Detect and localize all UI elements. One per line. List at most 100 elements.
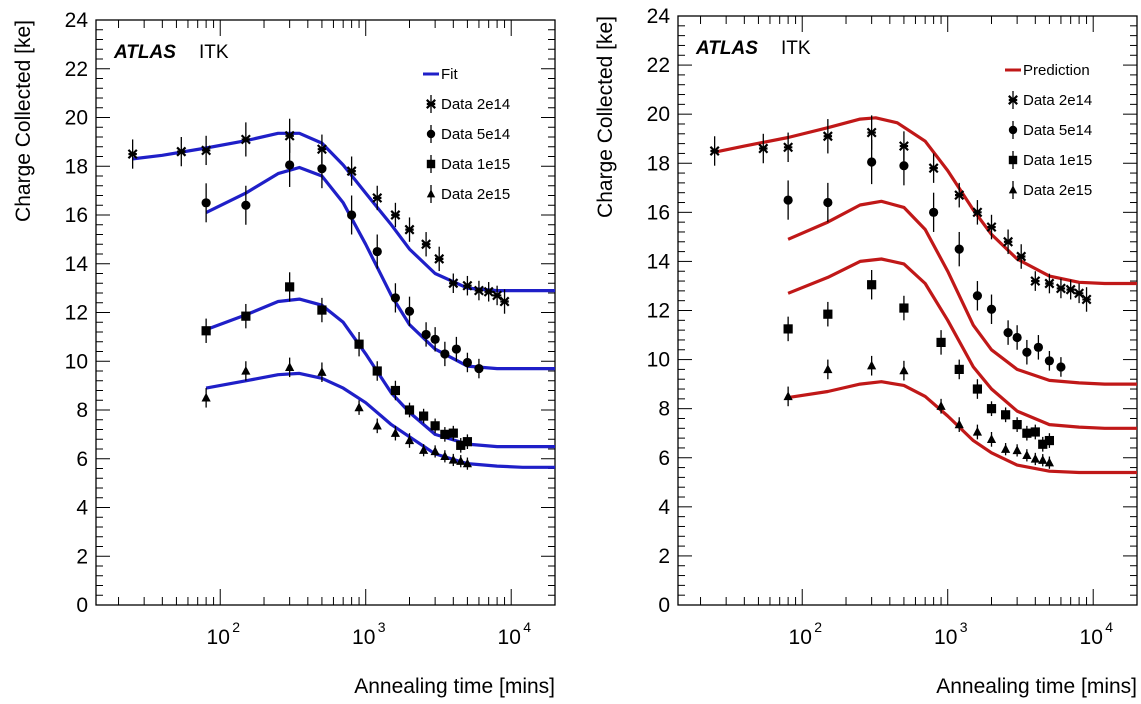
data-point xyxy=(1001,444,1011,453)
data-point xyxy=(867,157,877,167)
legend-label: Data 5e14 xyxy=(1023,122,1092,139)
data-point xyxy=(972,384,983,394)
data-point xyxy=(1001,410,1011,420)
x-axis: 10 2 10 3 10 4 xyxy=(118,20,556,649)
y-tick-label: 4 xyxy=(658,496,670,519)
data-point xyxy=(421,329,431,340)
data-point xyxy=(709,146,720,156)
data-point xyxy=(972,207,983,218)
data-point xyxy=(372,246,382,257)
curve-4 xyxy=(787,380,1137,475)
data-point xyxy=(462,280,473,291)
data-point xyxy=(127,149,138,160)
data-point xyxy=(241,200,251,210)
y-tick-label: 0 xyxy=(658,594,670,617)
curves xyxy=(714,116,1137,475)
legend-label: Data 1e15 xyxy=(1023,152,1092,169)
data-point xyxy=(972,426,983,436)
data-point xyxy=(421,239,432,250)
data-point xyxy=(783,195,793,205)
data-point xyxy=(456,456,466,465)
legend-label: Fit xyxy=(441,66,458,83)
data-point xyxy=(867,280,877,290)
data-point xyxy=(451,344,461,354)
y-tick-label: 22 xyxy=(65,58,88,81)
data-point xyxy=(430,334,440,344)
data-point xyxy=(317,367,327,376)
data-point xyxy=(783,324,793,334)
y-tick-label: 8 xyxy=(76,399,88,422)
series-circle xyxy=(201,143,484,379)
y-tick-label: 6 xyxy=(658,447,670,470)
data-point xyxy=(430,446,440,456)
x-tick-label: 10 xyxy=(934,626,957,649)
x-axis-title: Annealing time [mins] xyxy=(936,675,1137,698)
x-tick-exponent: 3 xyxy=(378,619,386,635)
y-tick-label: 2 xyxy=(76,545,88,568)
data-point xyxy=(317,305,327,315)
legend-marker xyxy=(1008,125,1018,135)
data-point xyxy=(823,309,833,319)
data-point xyxy=(954,190,965,201)
data-point xyxy=(929,207,939,217)
data-point xyxy=(899,365,909,375)
data-point xyxy=(822,131,833,142)
x-tick-label: 10 xyxy=(1080,626,1103,649)
data-point xyxy=(346,166,357,177)
curve-1 xyxy=(714,116,1137,286)
data-point xyxy=(419,411,429,421)
curve-2 xyxy=(787,199,1137,386)
data-point xyxy=(758,143,769,154)
data-point xyxy=(372,192,383,203)
data-point xyxy=(201,326,211,336)
y-tick-label: 10 xyxy=(65,350,88,373)
data-point xyxy=(1030,427,1040,437)
data-point xyxy=(240,134,251,145)
x-tick-label: 10 xyxy=(207,626,230,649)
series-star xyxy=(127,118,510,314)
legend-marker xyxy=(1008,155,1018,165)
data-point xyxy=(1012,445,1022,455)
y-tick-label: 14 xyxy=(647,250,671,273)
y-tick-label: 20 xyxy=(65,107,88,130)
data-point xyxy=(448,454,458,464)
y-axis-title: Charge Collected [ke] xyxy=(12,20,35,222)
data-point xyxy=(1012,332,1022,343)
y-tick-label: 20 xyxy=(647,103,670,126)
data-point xyxy=(783,142,794,153)
experiment-sublabel: ITK xyxy=(781,38,811,59)
data-point xyxy=(390,210,401,220)
data-point xyxy=(430,421,440,431)
data-point xyxy=(1044,457,1055,467)
curves xyxy=(132,131,555,469)
data-point xyxy=(1055,283,1066,294)
data-point xyxy=(201,198,211,208)
data-point xyxy=(285,160,295,170)
data-point xyxy=(867,360,877,370)
legend-label: Data 2e14 xyxy=(441,96,510,113)
data-point xyxy=(201,145,212,156)
y-tick-label: 4 xyxy=(76,497,88,520)
data-point xyxy=(1003,327,1013,338)
data-point xyxy=(899,161,909,171)
y-tick-label: 18 xyxy=(65,155,88,178)
data-point xyxy=(404,405,415,415)
experiment-label: ATLAS xyxy=(695,38,758,59)
series-star xyxy=(709,115,1092,312)
data-point xyxy=(284,130,295,141)
data-point xyxy=(440,349,450,359)
data-point xyxy=(866,127,877,138)
legend-label: Data 5e14 xyxy=(441,126,510,143)
data-point xyxy=(462,437,473,447)
y-tick-label: 14 xyxy=(65,253,89,276)
y-tick-label: 0 xyxy=(76,594,88,617)
data-point xyxy=(419,445,429,454)
data-point xyxy=(1016,251,1027,262)
series-triangle xyxy=(783,355,1055,469)
data-point xyxy=(1065,284,1076,295)
data-point xyxy=(448,278,459,289)
data-point xyxy=(954,364,964,374)
x-tick-exponent: 2 xyxy=(232,619,240,635)
data-point xyxy=(176,146,187,157)
